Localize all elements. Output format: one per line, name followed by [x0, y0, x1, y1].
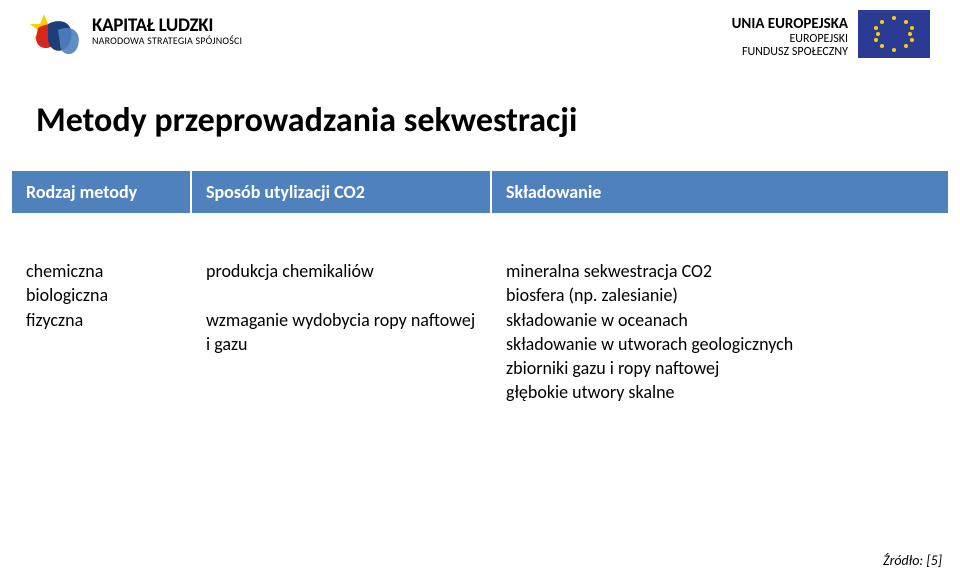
eu-flag-icon — [858, 10, 930, 58]
left-logo-main: KAPITAŁ LUDZKI — [92, 16, 242, 36]
eu-label-3: FUNDUSZ SPOŁECZNY — [732, 46, 848, 59]
col-header-storage: Składowanie — [492, 171, 948, 213]
right-logo-text: UNIA EUROPEJSKA EUROPEJSKI FUNDUSZ SPOŁE… — [732, 10, 848, 59]
slide-header: KAPITAŁ LUDZKI NARODOWA STRATEGIA SPÓJNO… — [0, 0, 960, 70]
left-logo-text: KAPITAŁ LUDZKI NARODOWA STRATEGIA SPÓJNO… — [92, 10, 242, 46]
table-header-row: Rodzaj metody Sposób utylizacji CO2 Skła… — [12, 171, 948, 213]
kapital-ludzki-icon — [30, 10, 82, 62]
col-header-util: Sposób utylizacji CO2 — [192, 171, 492, 213]
cell-method: chemiczna biologiczna fizyczna — [12, 213, 192, 423]
eu-label-1: UNIA EUROPEJSKA — [732, 16, 848, 33]
slide-title: Metody przeprowadzania sekwestracji — [0, 70, 960, 171]
source-citation: Źródło: [5] — [883, 552, 942, 569]
cell-storage: mineralna sekwestracja CO2 biosfera (np.… — [492, 213, 948, 423]
table-row: chemiczna biologiczna fizyczna produkcja… — [12, 213, 948, 423]
left-logo-block: KAPITAŁ LUDZKI NARODOWA STRATEGIA SPÓJNO… — [30, 10, 242, 62]
left-logo-sub: NARODOWA STRATEGIA SPÓJNOŚCI — [92, 36, 242, 47]
right-logo-block: UNIA EUROPEJSKA EUROPEJSKI FUNDUSZ SPOŁE… — [732, 10, 930, 59]
cell-util: produkcja chemikaliów wzmaganie wydobyci… — [192, 213, 492, 423]
eu-label-2: EUROPEJSKI — [732, 33, 848, 46]
col-header-method: Rodzaj metody — [12, 171, 192, 213]
methods-table: Rodzaj metody Sposób utylizacji CO2 Skła… — [12, 171, 948, 423]
